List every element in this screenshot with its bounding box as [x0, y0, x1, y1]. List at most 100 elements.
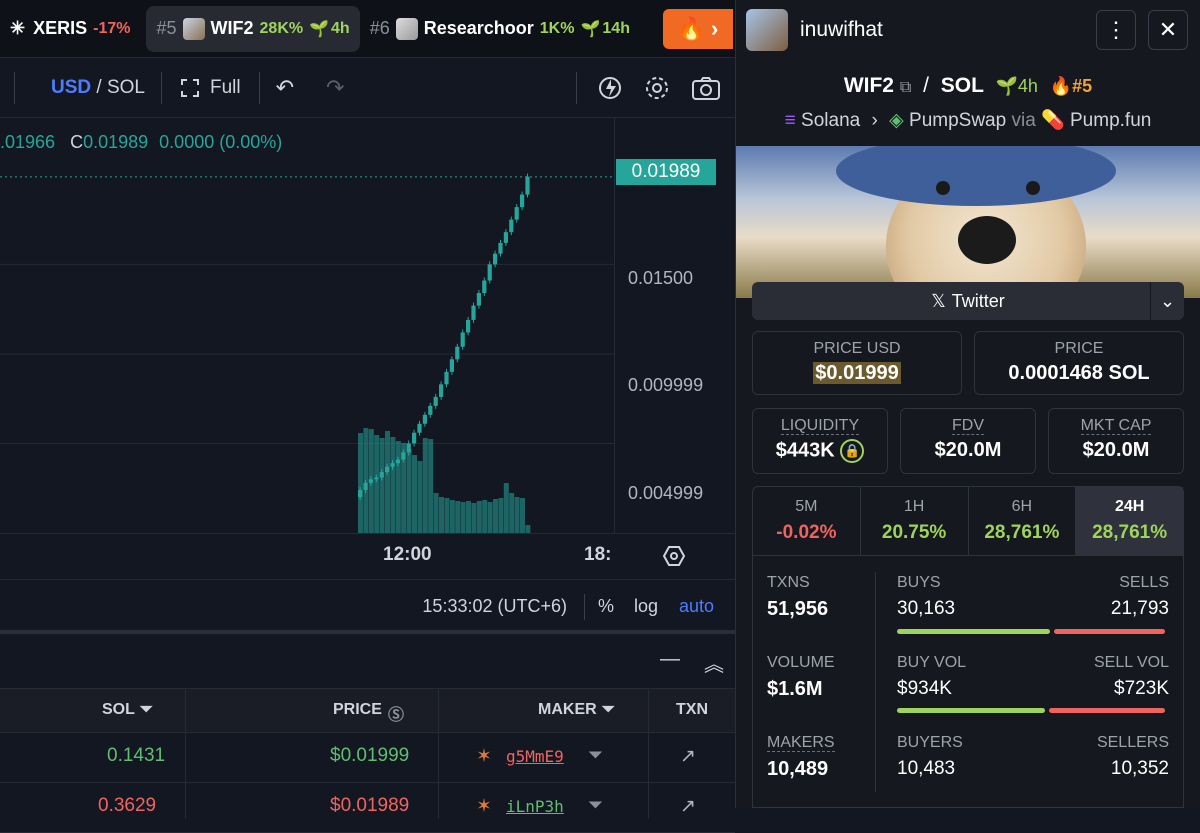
col-price[interactable]: PRICE — [333, 701, 382, 718]
tab-rank: #5 — [156, 18, 177, 38]
candle — [422, 414, 427, 424]
external-link-icon[interactable]: ↗ — [680, 796, 696, 817]
sells-ratio-bar — [1054, 629, 1165, 634]
token-thumbnail-icon — [395, 17, 418, 40]
candle — [460, 332, 465, 347]
price-chart[interactable]: .01966 C0.01989 0.0000 (0.00%) 0.01500 0… — [0, 118, 735, 620]
via-label: via — [1011, 110, 1036, 131]
volume-bar — [417, 461, 423, 533]
external-link-icon[interactable]: ↗ — [680, 746, 696, 767]
filter-icon[interactable]: ⏷ — [602, 701, 615, 718]
trade-row[interactable]: 0.1431 $0.01999 ✶ g5MmE9 ⏷ ↗ — [0, 733, 735, 783]
stat-value: $1.6M — [767, 678, 823, 700]
undo-icon[interactable]: ↶ — [275, 74, 295, 100]
volume-bar — [460, 502, 466, 533]
buy-vol-ratio-bar — [897, 708, 1045, 713]
currency-circle-icon[interactable]: Ⓢ — [388, 707, 405, 724]
tab-wif2[interactable]: #5 WIF2 28K% 🌱 4h — [146, 5, 360, 52]
timeframe-5m[interactable]: 5M -0.02% — [753, 487, 861, 555]
dog-hat — [836, 146, 1116, 206]
solana-icon: ≡ — [784, 110, 796, 131]
expand-up-icon[interactable]: ︽ — [704, 654, 724, 676]
dog-eye — [1026, 181, 1040, 195]
liquidity-label: LIQUIDITY — [780, 417, 860, 435]
tab-age: 4h — [331, 19, 350, 37]
socials-dropdown-button[interactable]: ⌄ — [1150, 282, 1184, 320]
indicators-icon[interactable] — [597, 75, 623, 101]
chart-settings-icon[interactable] — [662, 544, 686, 568]
log-scale-toggle[interactable]: log — [634, 596, 659, 616]
trade-price: $0.01999 — [330, 745, 410, 766]
twitter-button[interactable]: 𝕏 Twitter ⌄ — [752, 282, 1184, 320]
sell-vol-ratio-bar — [1049, 708, 1165, 713]
timeframe-24h[interactable]: 24H 28,761% — [1076, 487, 1183, 555]
tab-rank: #6 — [369, 18, 390, 38]
close-label: C — [70, 132, 84, 152]
trade-sol: 0.1431 — [107, 745, 166, 766]
filter-maker-icon[interactable]: ⏷ — [588, 745, 604, 766]
divider — [875, 572, 876, 792]
trade-maker[interactable]: g5MmE9 — [506, 747, 564, 766]
timeframe-change: -0.02% — [776, 522, 837, 543]
candle — [379, 472, 384, 478]
candlestick-plot[interactable] — [0, 118, 615, 533]
y-tick: 0.01500 — [628, 268, 694, 288]
percent-scale-toggle[interactable]: % — [598, 596, 615, 616]
ohlc-change: 0.0000 (0.00%) — [159, 132, 283, 152]
tab-researchoor[interactable]: #6 Researchoor 1K% 🌱 14h — [360, 6, 640, 52]
camera-icon[interactable] — [691, 75, 721, 101]
settings-gear-icon[interactable] — [643, 74, 671, 102]
volume-bar — [498, 498, 504, 533]
close-button[interactable]: ✕ — [1148, 10, 1188, 50]
candle — [406, 443, 411, 453]
hot-pairs-button[interactable]: 🔥 › — [663, 9, 733, 49]
candle — [520, 194, 525, 208]
column-divider — [185, 689, 186, 819]
column-divider — [438, 689, 439, 819]
col-sol[interactable]: SOL — [102, 701, 135, 718]
candle — [417, 423, 422, 433]
launchpad-link[interactable]: Pump.fun — [1070, 110, 1152, 131]
timeframe-selector: 5M -0.02% 1H 20.75% 6H 28,761% 24H 28,76… — [752, 486, 1184, 556]
auto-scale-toggle[interactable]: auto — [679, 596, 715, 616]
buyers-stat: BUYERS 10,483 — [897, 734, 963, 780]
currency-toggle[interactable]: USD / SOL — [51, 76, 145, 98]
filter-maker-icon[interactable]: ⏷ — [588, 795, 604, 816]
volume-bar — [444, 498, 450, 533]
redo-icon[interactable]: ↷ — [326, 74, 345, 100]
trade-row[interactable]: 0.3629 $0.01989 ✶ iLnP3h ⏷ ↗ — [0, 783, 735, 833]
copy-icon[interactable]: ⧉ — [899, 79, 912, 96]
sells-stat: SELLS 21,793 — [1111, 574, 1169, 620]
stat-label: VOLUME — [767, 654, 835, 671]
lock-icon[interactable]: 🔒 — [840, 439, 865, 463]
ohlc-legend: .01966 C0.01989 0.0000 (0.00%) — [0, 132, 282, 153]
minimize-icon[interactable]: — — [660, 648, 680, 670]
fullscreen-button[interactable]: Full — [180, 77, 241, 99]
sol-option[interactable]: SOL — [106, 76, 145, 98]
timeframe-change: 28,761% — [1092, 522, 1168, 543]
divider — [576, 71, 577, 104]
usd-option[interactable]: USD — [51, 76, 92, 98]
volume-bar — [493, 499, 498, 533]
timeframe-1h[interactable]: 1H 20.75% — [861, 487, 969, 555]
stat-label: MAKERS — [767, 734, 835, 752]
tab-xeris[interactable]: ✳ XERIS -17% — [0, 6, 140, 52]
filter-icon[interactable]: ⏷ — [140, 701, 153, 718]
dex-link[interactable]: PumpSwap — [909, 110, 1007, 131]
volume-bar — [422, 438, 428, 533]
close-icon: ✕ — [1158, 17, 1178, 42]
chain-link[interactable]: Solana — [801, 110, 861, 131]
pair-route: ≡ Solana › ◈ PumpSwap via 💊 Pump.fun — [736, 108, 1200, 132]
col-txn[interactable]: TXN — [676, 701, 708, 718]
timeframe-6h[interactable]: 6H 28,761% — [969, 487, 1077, 555]
tab-change: -17% — [93, 19, 131, 37]
volume-bar — [428, 439, 434, 533]
more-menu-button[interactable]: ⋮ — [1096, 10, 1136, 50]
asterisk-icon: ✳ — [10, 18, 26, 38]
trade-maker[interactable]: iLnP3h — [506, 797, 564, 816]
trades-panel: — ︽ SOL ⏷ PRICE Ⓢ MAKER ⏷ TXN 0.1431 $0.… — [0, 630, 735, 833]
volume-stat: VOLUME $1.6M — [767, 654, 835, 701]
col-maker[interactable]: MAKER — [538, 701, 597, 718]
mktcap-value: $20.0M — [1082, 439, 1150, 461]
y-tick: 0.009999 — [628, 375, 704, 395]
